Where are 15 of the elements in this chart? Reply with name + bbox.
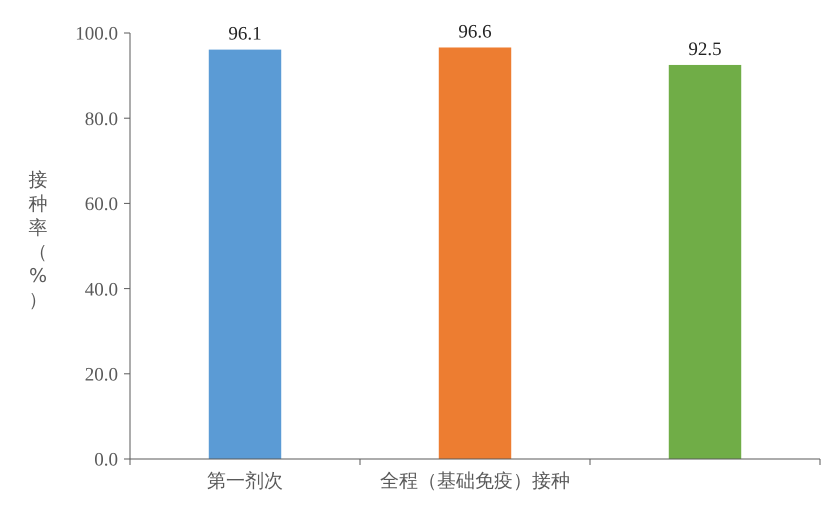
y-tick-label: 60.0 (84, 194, 118, 216)
data-label: 96.6 (458, 21, 492, 42)
bar (668, 64, 742, 459)
y-tick-label: 20.0 (84, 364, 118, 386)
x-tick-label: 全程（基础免疫）接种 (380, 470, 570, 492)
y-axis-title: 接种率（%） (28, 169, 48, 311)
data-label: 92.5 (688, 38, 722, 60)
y-tick-label: 100.0 (75, 24, 118, 45)
bar (208, 50, 282, 459)
y-tick-label: 0.0 (94, 450, 118, 471)
y-tick-label: 80.0 (84, 108, 118, 130)
bar (438, 47, 512, 459)
y-tick-label: 40.0 (84, 279, 118, 300)
data-label: 96.1 (228, 24, 262, 45)
x-tick-label: 第一剂次 (207, 470, 283, 492)
